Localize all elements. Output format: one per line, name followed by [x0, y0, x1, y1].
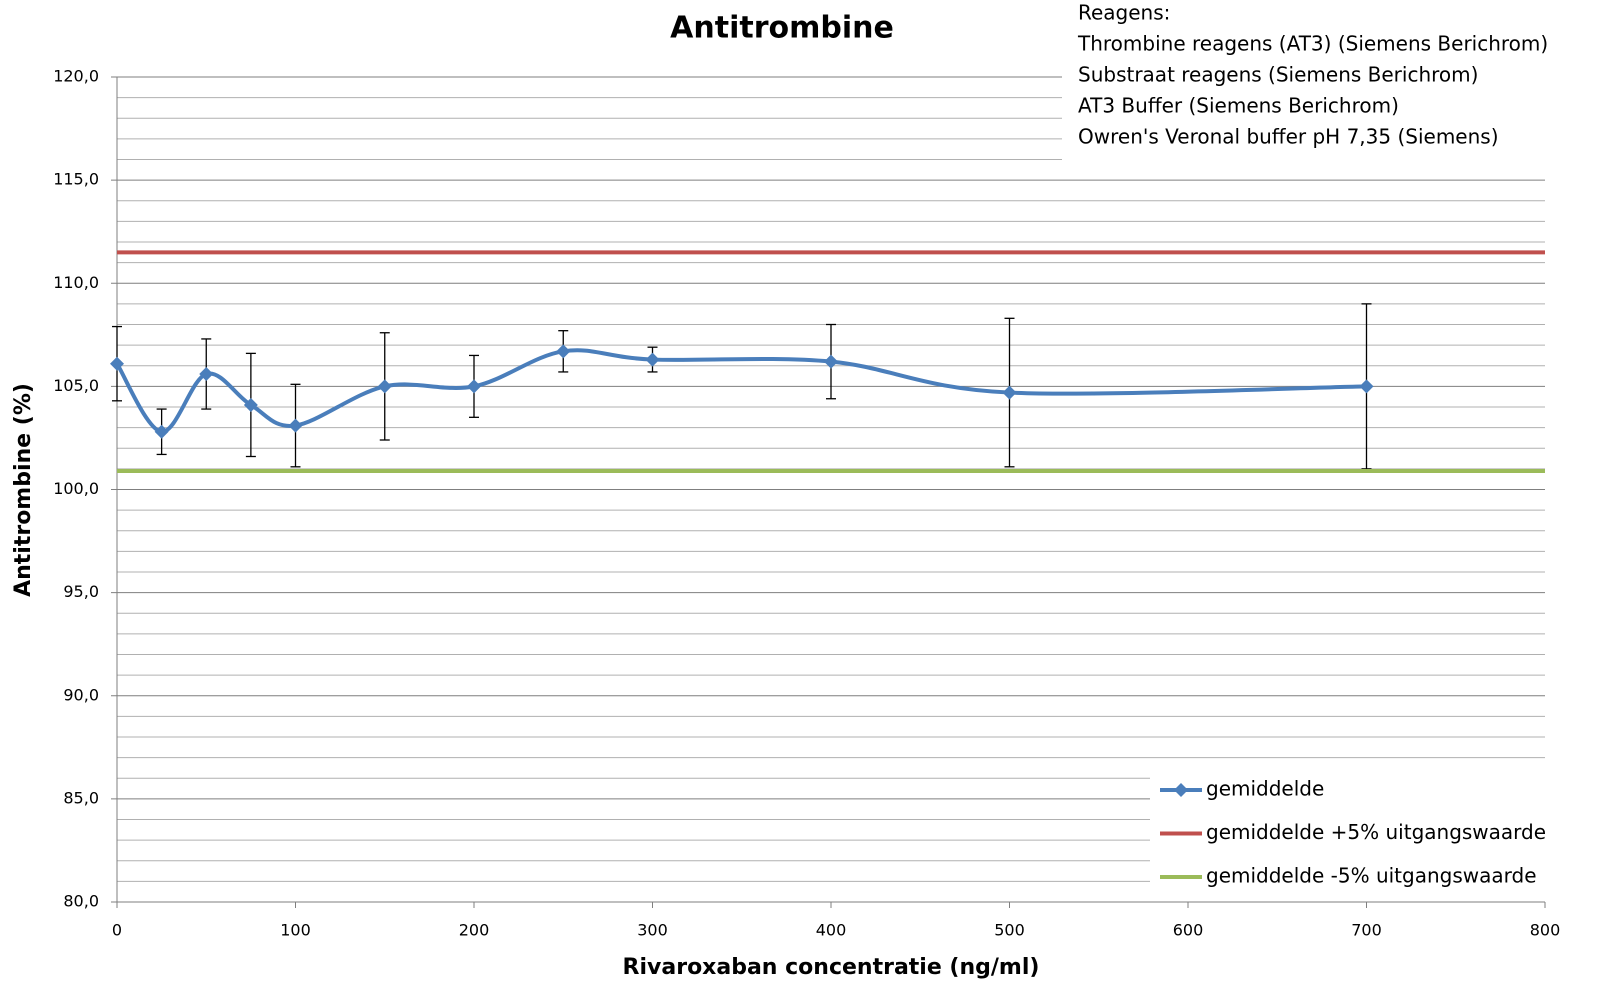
y-axis-title: Antitrombine (%) [11, 383, 36, 597]
annotation: Reagens: [1078, 1, 1170, 25]
y-tick-label: 90,0 [63, 685, 99, 704]
y-tick-label: 115,0 [53, 170, 99, 189]
data-point [645, 352, 660, 367]
data-point [377, 379, 392, 394]
annotation-box [1062, 0, 1601, 165]
data-point [110, 356, 124, 371]
legend-label: gemiddelde [1206, 777, 1324, 801]
data-point [556, 344, 571, 359]
chart-title: Antitrombine [670, 11, 894, 46]
x-tick-label: 200 [459, 921, 490, 940]
legend-marker [1174, 783, 1188, 797]
y-tick-label: 80,0 [63, 892, 99, 911]
data-point [199, 367, 214, 381]
annotation: Thrombine reagens (AT3) (Siemens Berichr… [1077, 32, 1548, 56]
x-tick-label: 600 [1173, 921, 1204, 940]
data-point [243, 397, 258, 412]
y-tick-label: 105,0 [53, 376, 99, 395]
data-point [288, 418, 303, 433]
legend-label: gemiddelde -5% uitgangswaarde [1206, 864, 1537, 888]
data-point [1002, 385, 1017, 400]
data-point [1359, 379, 1374, 394]
x-tick-label: 100 [280, 921, 311, 940]
plot [110, 250, 1545, 473]
y-tick-label: 85,0 [63, 788, 99, 807]
x-tick-label: 700 [1351, 921, 1382, 940]
y-tick-label: 95,0 [63, 582, 99, 601]
x-tick-label: 300 [637, 921, 668, 940]
x-tick-label: 0 [112, 921, 122, 940]
series-line [115, 348, 1367, 434]
legend-background [1150, 766, 1560, 898]
y-tick-label: 120,0 [53, 67, 99, 86]
data-point [467, 379, 481, 394]
x-axis-title: Rivaroxaban concentratie (ng/ml) [623, 955, 1040, 980]
x-tick-label: 400 [816, 921, 847, 940]
annotation: Substraat reagens (Siemens Berichrom) [1078, 63, 1478, 87]
data-point [154, 424, 169, 439]
grid [111, 76, 1546, 908]
x-tick-label: 500 [994, 921, 1025, 940]
annotation: Owren's Veronal buffer pH 7,35 (Siemens) [1078, 125, 1499, 149]
x-tick-label: 800 [1530, 921, 1561, 940]
annotation-background [1062, 0, 1601, 165]
data-point [824, 354, 838, 369]
y-tick-label: 100,0 [53, 479, 99, 498]
y-tick-label: 110,0 [53, 273, 99, 292]
annotation: AT3 Buffer (Siemens Berichrom) [1078, 94, 1399, 118]
legend: gemiddelde gemiddelde +5% uitgangswaarde g… [1150, 766, 1560, 898]
legend-label: gemiddelde +5% uitgangswaarde [1206, 820, 1546, 844]
